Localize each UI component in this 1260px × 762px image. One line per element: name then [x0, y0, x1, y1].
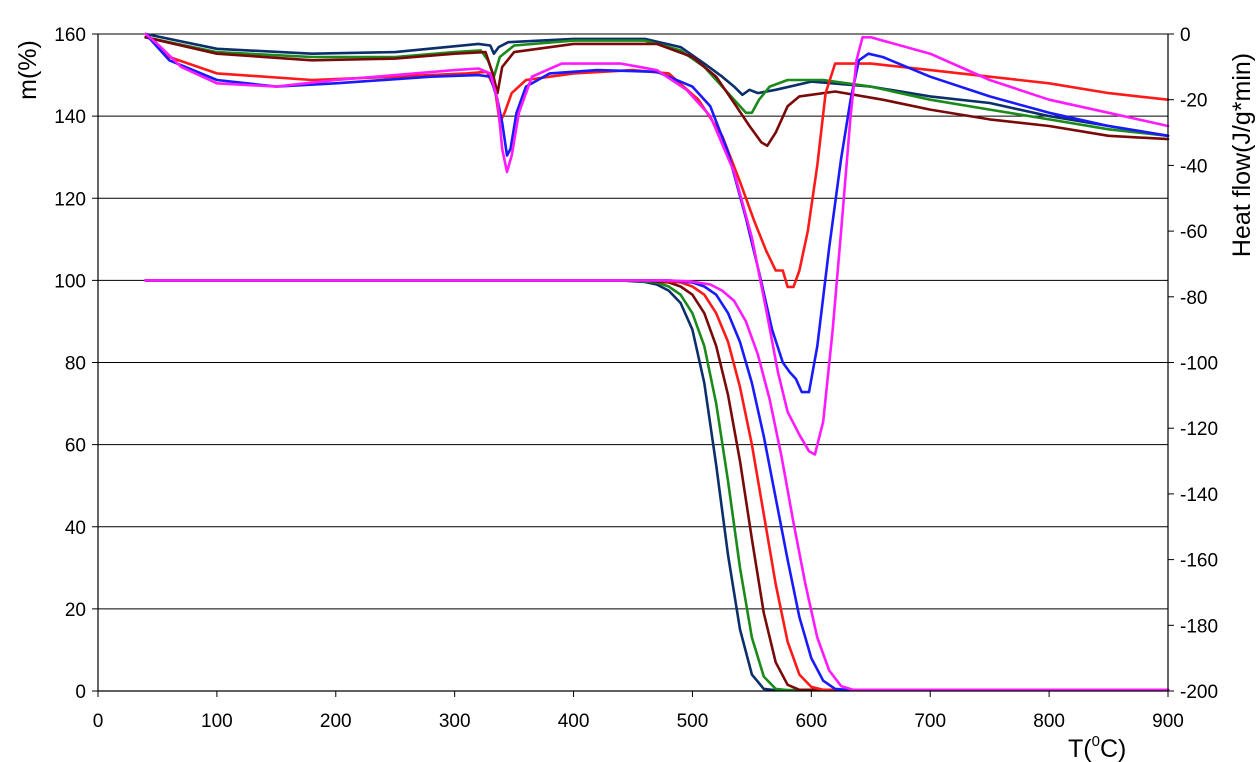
y-left-tick-label: 20 [65, 600, 86, 621]
y-left-tick-label: 160 [54, 25, 86, 46]
y-right-axis-label: Heat flow(J/g*min) [1228, 53, 1256, 257]
y-right-tick-labels: 0 -20 -40 -60 -80 -100 -120 -140 -160 -180 -200 [1180, 25, 1218, 703]
mass-curve [144, 279, 1170, 692]
mass-curve [144, 279, 1170, 692]
y-right-tick-label: 0 [1180, 25, 1191, 46]
y-left-tick-label: 80 [65, 354, 86, 375]
y-right-tick-label: -160 [1180, 551, 1218, 572]
y-right-tick-label: -180 [1180, 616, 1218, 637]
heat-flow-curve [144, 36, 1170, 147]
y-right-tick-label: -140 [1180, 485, 1218, 506]
x-axis-label-sup: 0 [1092, 733, 1100, 750]
y-right-tick-label: -60 [1180, 222, 1207, 243]
x-tick-label: 0 [93, 711, 104, 732]
mass-curve [144, 279, 1170, 692]
heat-flow-curve [144, 32, 1170, 456]
y-right-tick-label: -120 [1180, 419, 1218, 440]
y-right-tick-label: -20 [1180, 91, 1207, 112]
heat-flow-curve [144, 32, 1170, 138]
x-axis-label-start: T( [1068, 735, 1092, 762]
y-right-tick-label: -200 [1180, 682, 1218, 703]
x-tick-label: 900 [1152, 711, 1184, 732]
y-left-tick-label: 60 [65, 436, 86, 457]
x-tick-label: 600 [795, 711, 827, 732]
x-tick-label: 200 [320, 711, 352, 732]
x-tick-label: 700 [914, 711, 946, 732]
mass-curve [144, 279, 1170, 692]
y-left-tick-label: 140 [54, 107, 86, 128]
y-left-tick-label: 0 [75, 682, 86, 703]
x-tick-label: 100 [201, 711, 233, 732]
axes [92, 33, 1174, 697]
mass-curve [144, 279, 1170, 692]
heat-flow-curve [144, 36, 1170, 138]
y-left-tick-label: 40 [65, 518, 86, 539]
y-right-tick-label: -80 [1180, 288, 1207, 309]
plot-series [144, 32, 1170, 692]
x-axis-label-end: C) [1100, 735, 1126, 762]
y-right-tick-label: -40 [1180, 156, 1207, 177]
y-left-tick-label: 120 [54, 189, 86, 210]
heat-flow-curve [144, 32, 1170, 289]
y-left-tick-label: 100 [54, 271, 86, 292]
y-left-axis-label: m(%) [14, 40, 42, 100]
x-tick-label: 300 [439, 711, 471, 732]
x-tick-label: 400 [558, 711, 590, 732]
x-axis-label: T(0C) [1068, 733, 1126, 762]
y-left-tick-labels: 0 20 40 60 80 100 120 140 160 [54, 25, 86, 703]
mass-curve [144, 279, 1170, 692]
y-right-tick-label: -100 [1180, 354, 1218, 375]
x-tick-labels: 0 100 200 300 400 500 600 700 800 900 [93, 711, 1184, 732]
x-tick-label: 500 [677, 711, 709, 732]
x-tick-label: 800 [1033, 711, 1065, 732]
